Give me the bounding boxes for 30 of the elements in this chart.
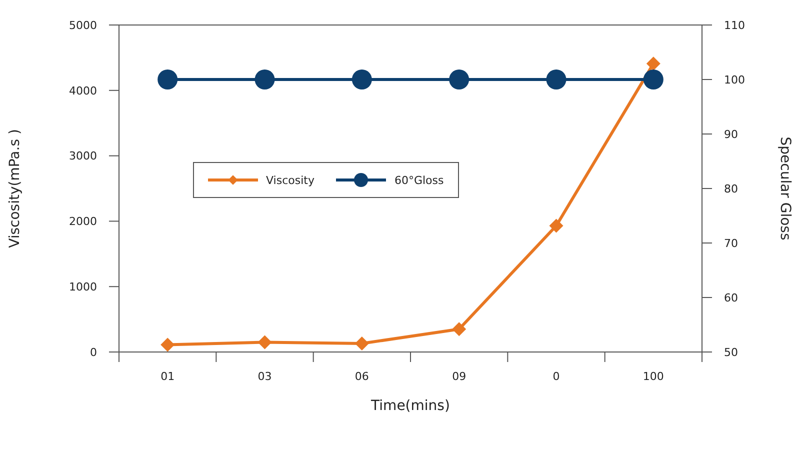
y2-tick-label: 50 xyxy=(724,346,738,359)
y2-tick-label: 110 xyxy=(724,18,745,32)
y2-tick-label: 60 xyxy=(724,291,738,304)
y-tick-label: 4000 xyxy=(69,84,97,98)
x-tick-label: 0 xyxy=(552,370,560,383)
point xyxy=(452,322,466,336)
x-tick-label: 100 xyxy=(642,370,664,383)
y2-tick-label: 90 xyxy=(724,128,738,141)
y-tick-label: 0 xyxy=(90,346,97,359)
y2-tick-label: 70 xyxy=(724,236,738,250)
y-tick-label: 1000 xyxy=(69,280,97,294)
y-tick-label: 3000 xyxy=(69,150,97,163)
y-tick-label: 2000 xyxy=(69,215,97,228)
y2-tick-label: 80 xyxy=(724,182,738,196)
x-axis-title: Time(mins) xyxy=(370,398,450,414)
x-tick-label: 09 xyxy=(452,370,466,383)
point xyxy=(258,335,272,350)
point xyxy=(646,56,660,71)
x-tick-label: 06 xyxy=(354,370,369,383)
y2-tick-label: 100 xyxy=(724,73,745,86)
legend-label: Viscosity xyxy=(266,174,314,186)
point xyxy=(354,336,369,350)
point xyxy=(160,338,175,352)
y-tick-label: 5000 xyxy=(69,18,97,32)
x-tick-label: 03 xyxy=(258,370,272,383)
x-tick-label: 01 xyxy=(160,370,175,383)
legend-label: 60°Gloss xyxy=(394,174,444,186)
y2-axis-title: Specular Gloss xyxy=(777,136,794,240)
y-axis-title: Viscosity(mPa.s ) xyxy=(6,129,23,248)
point xyxy=(549,218,564,233)
